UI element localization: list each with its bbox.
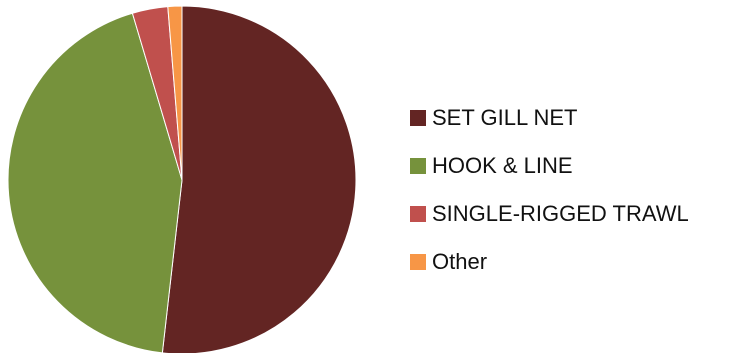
legend-swatch-other bbox=[410, 254, 426, 270]
legend-label-hook-and-line: HOOK & LINE bbox=[432, 153, 573, 178]
legend-label-single-rigged-trawl: SINGLE-RIGGED TRAWL bbox=[432, 201, 689, 226]
legend-label-set-gill-net: SET GILL NET bbox=[432, 105, 578, 130]
legend-item-single-rigged-trawl: SINGLE-RIGGED TRAWL bbox=[410, 190, 689, 238]
legend-item-hook-and-line: HOOK & LINE bbox=[410, 142, 689, 190]
pie-slice-hook-and-line bbox=[7, 12, 183, 353]
chart-legend: SET GILL NET HOOK & LINE SINGLE-RIGGED T… bbox=[410, 94, 689, 286]
legend-item-set-gill-net: SET GILL NET bbox=[410, 94, 689, 142]
pie-slice-other bbox=[167, 5, 183, 181]
legend-label-other: Other bbox=[432, 249, 488, 274]
pie-slice-set-gill-net bbox=[161, 5, 357, 353]
legend-item-other: Other bbox=[410, 238, 689, 286]
legend-swatch-hook-and-line bbox=[410, 158, 426, 174]
legend-swatch-set-gill-net bbox=[410, 110, 426, 126]
legend-swatch-single-rigged-trawl bbox=[410, 206, 426, 222]
